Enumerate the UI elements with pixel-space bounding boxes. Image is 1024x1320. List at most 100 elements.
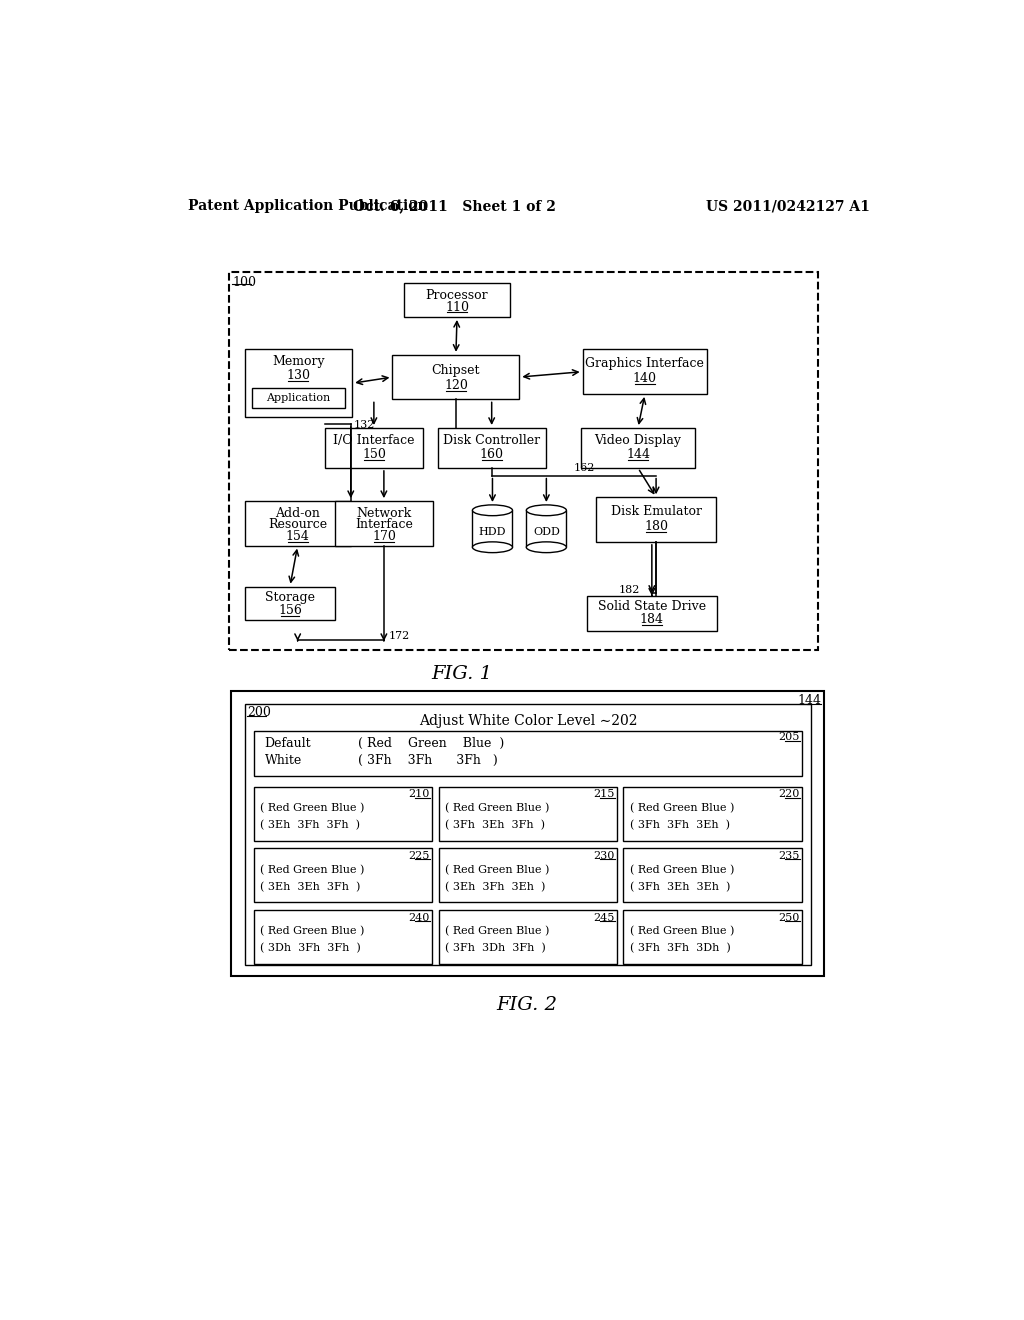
Bar <box>624 909 802 964</box>
Bar <box>254 787 432 841</box>
Bar <box>581 428 695 469</box>
Text: 225: 225 <box>409 851 430 861</box>
Text: Storage: Storage <box>265 591 315 603</box>
Bar <box>624 849 802 903</box>
Text: 200: 200 <box>247 706 270 719</box>
Text: 172: 172 <box>388 631 410 640</box>
Text: 154: 154 <box>286 529 309 543</box>
Text: Patent Application Publication: Patent Application Publication <box>188 199 428 213</box>
Text: ( Red Green Blue ): ( Red Green Blue ) <box>630 803 734 813</box>
Text: ( 3Eh  3Fh  3Fh  ): ( 3Eh 3Fh 3Fh ) <box>260 820 359 830</box>
Text: FIG. 2: FIG. 2 <box>497 997 558 1014</box>
Bar <box>596 498 716 543</box>
Text: White: White <box>264 754 302 767</box>
Bar <box>403 284 510 317</box>
Text: ( Red Green Blue ): ( Red Green Blue ) <box>260 865 365 875</box>
Text: Solid State Drive: Solid State Drive <box>598 601 706 612</box>
Text: 132: 132 <box>354 420 375 430</box>
Text: ( Red    Green    Blue  ): ( Red Green Blue ) <box>357 737 504 750</box>
Text: ( 3Fh  3Fh  3Eh  ): ( 3Fh 3Fh 3Eh ) <box>630 820 729 830</box>
Ellipse shape <box>472 506 512 516</box>
Ellipse shape <box>526 506 566 516</box>
Text: ( Red Green Blue ): ( Red Green Blue ) <box>444 803 549 813</box>
Text: Interface: Interface <box>355 517 413 531</box>
Text: Chipset: Chipset <box>432 363 480 376</box>
Text: 215: 215 <box>594 789 614 800</box>
Text: ( 3Fh  3Dh  3Fh  ): ( 3Fh 3Dh 3Fh ) <box>444 944 546 953</box>
Text: ( Red Green Blue ): ( Red Green Blue ) <box>630 927 734 937</box>
Text: ( 3Fh  3Eh  3Eh  ): ( 3Fh 3Eh 3Eh ) <box>630 882 730 892</box>
Text: 170: 170 <box>372 529 396 543</box>
Text: Video Display: Video Display <box>595 434 682 446</box>
Text: Oct. 6, 2011   Sheet 1 of 2: Oct. 6, 2011 Sheet 1 of 2 <box>352 199 555 213</box>
Bar <box>254 909 432 964</box>
Text: ( 3Fh    3Fh      3Fh   ): ( 3Fh 3Fh 3Fh ) <box>357 754 498 767</box>
Text: 250: 250 <box>778 912 800 923</box>
Text: Resource: Resource <box>268 517 328 531</box>
Bar <box>254 731 802 776</box>
Text: 230: 230 <box>594 851 614 861</box>
Bar <box>472 511 512 548</box>
Text: Application: Application <box>266 393 331 403</box>
Text: Graphics Interface: Graphics Interface <box>586 356 705 370</box>
Text: 245: 245 <box>594 912 614 923</box>
Text: 182: 182 <box>618 585 640 594</box>
Text: FIG. 1: FIG. 1 <box>431 665 493 684</box>
Text: 235: 235 <box>778 851 800 861</box>
Text: HDD: HDD <box>478 527 506 537</box>
Text: 144: 144 <box>626 449 650 462</box>
Bar <box>325 428 423 469</box>
Text: 184: 184 <box>640 612 664 626</box>
Text: 180: 180 <box>644 520 668 533</box>
Bar <box>438 909 617 964</box>
Ellipse shape <box>472 541 512 553</box>
Text: ODD: ODD <box>532 527 560 537</box>
Bar <box>438 428 546 469</box>
Text: I/O Interface: I/O Interface <box>333 434 415 446</box>
Text: ( 3Fh  3Fh  3Dh  ): ( 3Fh 3Fh 3Dh ) <box>630 944 730 953</box>
Text: 144: 144 <box>798 694 821 708</box>
Bar <box>583 350 708 395</box>
Text: 240: 240 <box>409 912 430 923</box>
Text: ( 3Eh  3Eh  3Fh  ): ( 3Eh 3Eh 3Fh ) <box>260 882 360 892</box>
Ellipse shape <box>526 541 566 553</box>
Text: Disk Controller: Disk Controller <box>443 434 541 446</box>
Text: ( Red Green Blue ): ( Red Green Blue ) <box>444 865 549 875</box>
Text: ( 3Eh  3Fh  3Eh  ): ( 3Eh 3Fh 3Eh ) <box>444 882 545 892</box>
Text: 156: 156 <box>278 603 302 616</box>
Text: ( 3Fh  3Eh  3Fh  ): ( 3Fh 3Eh 3Fh ) <box>444 820 545 830</box>
Bar <box>526 511 566 548</box>
Bar <box>252 388 345 408</box>
Text: 210: 210 <box>409 789 430 800</box>
Bar <box>245 350 352 417</box>
Text: 205: 205 <box>778 733 800 742</box>
Text: ( Red Green Blue ): ( Red Green Blue ) <box>444 927 549 937</box>
Text: 100: 100 <box>232 276 256 289</box>
Text: 162: 162 <box>574 463 595 474</box>
Bar <box>245 704 811 965</box>
Text: Add-on: Add-on <box>275 507 321 520</box>
Bar <box>335 502 433 545</box>
Bar <box>245 586 336 620</box>
Bar <box>438 787 617 841</box>
Text: US 2011/0242127 A1: US 2011/0242127 A1 <box>706 199 869 213</box>
Bar <box>392 355 519 400</box>
Text: Adjust White Color Level ∼202: Adjust White Color Level ∼202 <box>419 714 637 727</box>
Text: 150: 150 <box>361 449 386 462</box>
Bar <box>254 849 432 903</box>
Text: Network: Network <box>356 507 412 520</box>
Text: ( 3Dh  3Fh  3Fh  ): ( 3Dh 3Fh 3Fh ) <box>260 944 360 953</box>
Text: Processor: Processor <box>426 289 488 302</box>
Bar <box>229 272 818 649</box>
Text: 120: 120 <box>444 379 468 392</box>
Text: Memory: Memory <box>272 355 325 368</box>
Bar <box>438 849 617 903</box>
Text: 130: 130 <box>287 370 310 381</box>
Text: 110: 110 <box>445 301 469 314</box>
Bar <box>587 595 717 631</box>
Text: 160: 160 <box>479 449 504 462</box>
Text: ( Red Green Blue ): ( Red Green Blue ) <box>260 803 365 813</box>
Bar <box>230 692 823 977</box>
Text: ( Red Green Blue ): ( Red Green Blue ) <box>260 927 365 937</box>
Text: Disk Emulator: Disk Emulator <box>610 506 701 519</box>
